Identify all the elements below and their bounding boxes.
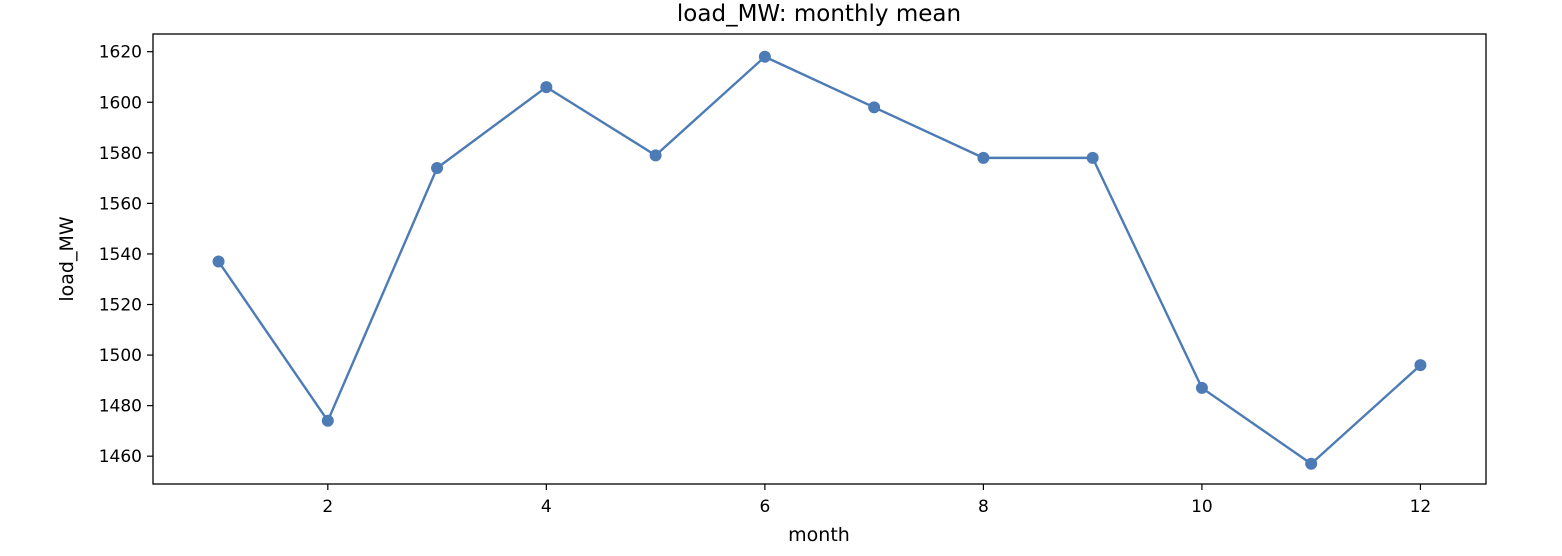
plot-frame	[152, 33, 1487, 485]
data-point	[977, 151, 990, 164]
y-tick-label: 1620	[99, 43, 142, 63]
series-layer	[212, 50, 1427, 470]
data-point	[1414, 359, 1427, 372]
data-point	[1195, 381, 1208, 394]
y-tick-label: 1520	[99, 296, 142, 316]
x-tick-label: 8	[978, 497, 989, 517]
y-axis-label: load_MW	[56, 216, 78, 302]
data-point	[540, 81, 553, 94]
y-tick-label: 1540	[99, 245, 142, 265]
y-tick-label: 1480	[99, 397, 142, 417]
x-tick-label: 12	[1410, 497, 1432, 517]
y-tick-label: 1600	[99, 93, 142, 113]
y-tick-label: 1580	[99, 144, 142, 164]
x-tick-label: 10	[1191, 497, 1213, 517]
data-point	[212, 255, 225, 268]
y-tick-label: 1500	[99, 346, 142, 366]
chart-title: load_MW: monthly mean	[677, 1, 961, 27]
series-line	[217, 55, 1422, 465]
y-axis: 1460 1480 1500 1520 1540 1560 1580 1600 1620	[99, 43, 153, 467]
y-tick-label: 1560	[99, 194, 142, 214]
data-point	[868, 101, 881, 114]
data-point	[1305, 457, 1318, 470]
data-point	[1086, 151, 1099, 164]
data-point	[321, 414, 334, 427]
y-tick-label: 1460	[99, 447, 142, 467]
x-axis: 2 4 6 8 10 12	[322, 484, 1431, 517]
x-tick-label: 4	[541, 497, 552, 517]
data-point	[758, 50, 771, 63]
data-point	[649, 149, 662, 162]
x-tick-label: 6	[759, 497, 770, 517]
x-axis-label: month	[788, 524, 850, 546]
x-tick-label: 2	[322, 497, 333, 517]
plot-area	[152, 33, 1487, 485]
data-point	[431, 161, 444, 174]
